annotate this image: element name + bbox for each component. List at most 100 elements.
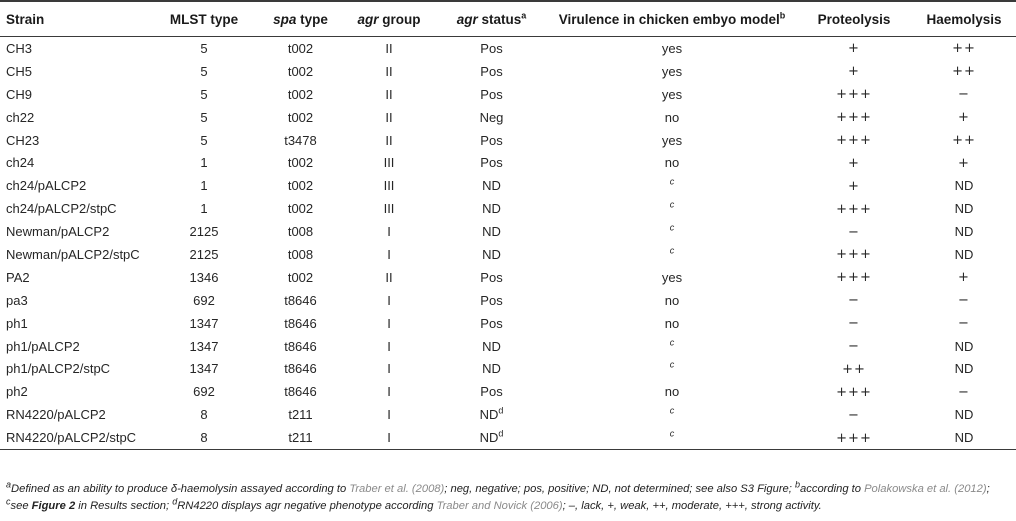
cell-strain: RN4220/pALCP2 bbox=[0, 403, 150, 426]
cell-spa-value: t002 bbox=[287, 269, 314, 285]
table-row: RN4220/pALCP2 8 t211 I NDd c − ND bbox=[0, 403, 1016, 426]
cell-spa: t211 bbox=[258, 403, 343, 426]
cell-strain-value: PA2 bbox=[6, 269, 30, 285]
cell-agr-status-value: Pos bbox=[480, 269, 503, 285]
cell-agr-group-value: I bbox=[387, 407, 391, 423]
cell-haemolysis-value: ND bbox=[954, 407, 974, 423]
table-row: Newman/pALCP2/stpC 2125 t008 I ND c +++ ND bbox=[0, 243, 1016, 266]
cell-mlst-value: 1347 bbox=[189, 338, 219, 354]
cell-agr-group: I bbox=[343, 312, 435, 335]
header-virulence: Virulence in chicken embyo modelb bbox=[548, 2, 796, 37]
cell-agr-group: II bbox=[343, 60, 435, 83]
cell-agr-group: III bbox=[343, 197, 435, 220]
cell-virulence: yes bbox=[548, 266, 796, 289]
cell-spa: t002 bbox=[258, 266, 343, 289]
header-spa-rest: type bbox=[296, 11, 328, 27]
cell-agr-group-value: II bbox=[385, 40, 393, 56]
cell-spa-value: t8646 bbox=[284, 315, 317, 331]
footnote-c-text: see bbox=[10, 500, 32, 512]
cell-spa: t008 bbox=[258, 220, 343, 243]
footnote-c-sup: c bbox=[6, 496, 11, 507]
cell-proteolysis-value: +++ bbox=[836, 133, 872, 148]
cell-spa: t002 bbox=[258, 37, 343, 60]
cell-agr-status: Pos bbox=[435, 289, 548, 312]
cell-virulence: no bbox=[548, 151, 796, 174]
cell-mlst-value: 2125 bbox=[189, 246, 219, 262]
footnote-d-link[interactable]: Traber and Novick (2006) bbox=[436, 500, 563, 512]
cell-proteolysis-value: − bbox=[848, 407, 860, 423]
cell-strain-value: ph2 bbox=[6, 384, 28, 400]
cell-proteolysis-value: + bbox=[848, 41, 860, 57]
cell-mlst: 5 bbox=[150, 106, 258, 129]
cell-proteolysis: +++ bbox=[796, 129, 912, 152]
cell-proteolysis: − bbox=[796, 289, 912, 312]
cell-agr-group-value: II bbox=[385, 86, 393, 102]
cell-proteolysis-value: +++ bbox=[836, 430, 872, 446]
footnote-a-link[interactable]: Traber et al. (2008) bbox=[349, 483, 445, 495]
cell-haemolysis: ND bbox=[912, 335, 1016, 358]
cell-mlst: 8 bbox=[150, 426, 258, 451]
footnote-c-figure-ref[interactable]: Figure 2 bbox=[31, 500, 76, 512]
cell-spa: t002 bbox=[258, 60, 343, 83]
cell-proteolysis-value: ++ bbox=[842, 361, 866, 377]
cell-proteolysis-value: − bbox=[848, 224, 860, 240]
cell-haemolysis-value: − bbox=[958, 384, 970, 400]
cell-proteolysis: +++ bbox=[796, 106, 912, 129]
footnote-d-sup: d bbox=[172, 496, 178, 507]
cell-spa: t8646 bbox=[258, 289, 343, 312]
cell-haemolysis-value: ND bbox=[954, 338, 974, 354]
cell-proteolysis-value: +++ bbox=[836, 110, 872, 126]
cell-proteolysis: +++ bbox=[796, 426, 912, 451]
cell-mlst-value: 1346 bbox=[189, 269, 219, 285]
cell-mlst: 5 bbox=[150, 60, 258, 83]
cell-spa-value: t211 bbox=[288, 430, 313, 446]
footnote-b-link[interactable]: Polakowska et al. (2012) bbox=[864, 483, 987, 495]
cell-spa: t002 bbox=[258, 174, 343, 197]
cell-agr-group: I bbox=[343, 289, 435, 312]
cell-virulence-value: no bbox=[664, 109, 680, 125]
cell-virulence-value: c bbox=[669, 199, 675, 210]
cell-virulence: no bbox=[548, 289, 796, 312]
header-strain: Strain bbox=[0, 2, 150, 37]
cell-agr-status: Pos bbox=[435, 129, 548, 152]
cell-virulence-value: c bbox=[669, 428, 675, 439]
table-row: PA2 1346 t002 II Pos yes +++ + bbox=[0, 266, 1016, 289]
header-virulence-sup: b bbox=[779, 10, 786, 20]
table-row: ph1/pALCP2/stpC 1347 t8646 I ND c ++ ND bbox=[0, 357, 1016, 380]
cell-spa-value: t008 bbox=[287, 246, 314, 262]
cell-agr-status: Neg bbox=[435, 106, 548, 129]
cell-mlst: 8 bbox=[150, 403, 258, 426]
cell-proteolysis-value: − bbox=[848, 316, 860, 332]
cell-proteolysis: ++ bbox=[796, 357, 912, 380]
header-agr-group-rest: group bbox=[378, 11, 421, 27]
cell-agr-group-value: III bbox=[383, 178, 395, 194]
cell-haemolysis-value: − bbox=[958, 293, 970, 309]
cell-mlst: 5 bbox=[150, 37, 258, 60]
cell-agr-group-value: III bbox=[383, 201, 395, 217]
cell-mlst: 1346 bbox=[150, 266, 258, 289]
cell-haemolysis: + bbox=[912, 151, 1016, 174]
cell-agr-group-value: I bbox=[387, 315, 391, 331]
cell-mlst: 5 bbox=[150, 129, 258, 152]
cell-agr-status-value: Pos bbox=[480, 132, 503, 148]
cell-proteolysis-value: + bbox=[848, 155, 860, 171]
cell-mlst: 1 bbox=[150, 174, 258, 197]
cell-agr-status-footnote-mark: d bbox=[498, 428, 504, 439]
cell-agr-group: I bbox=[343, 220, 435, 243]
header-agr-status-sup: a bbox=[521, 10, 527, 20]
cell-proteolysis: +++ bbox=[796, 380, 912, 403]
cell-agr-status: ND bbox=[435, 197, 548, 220]
cell-spa-value: t002 bbox=[287, 178, 314, 194]
cell-strain-value: ch22 bbox=[6, 109, 35, 125]
cell-strain: Newman/pALCP2 bbox=[0, 220, 150, 243]
cell-agr-status-value: Pos bbox=[480, 86, 503, 102]
cell-spa: t002 bbox=[258, 83, 343, 106]
footnote-c-rest: in Results section; bbox=[75, 500, 173, 512]
cell-strain-value: CH9 bbox=[6, 86, 33, 102]
cell-agr-group: II bbox=[343, 266, 435, 289]
cell-strain: ph1 bbox=[0, 312, 150, 335]
cell-agr-group-value: II bbox=[385, 63, 393, 79]
cell-strain: PA2 bbox=[0, 266, 150, 289]
cell-mlst: 1 bbox=[150, 151, 258, 174]
table-row: ch24 1 t002 III Pos no + + bbox=[0, 151, 1016, 174]
